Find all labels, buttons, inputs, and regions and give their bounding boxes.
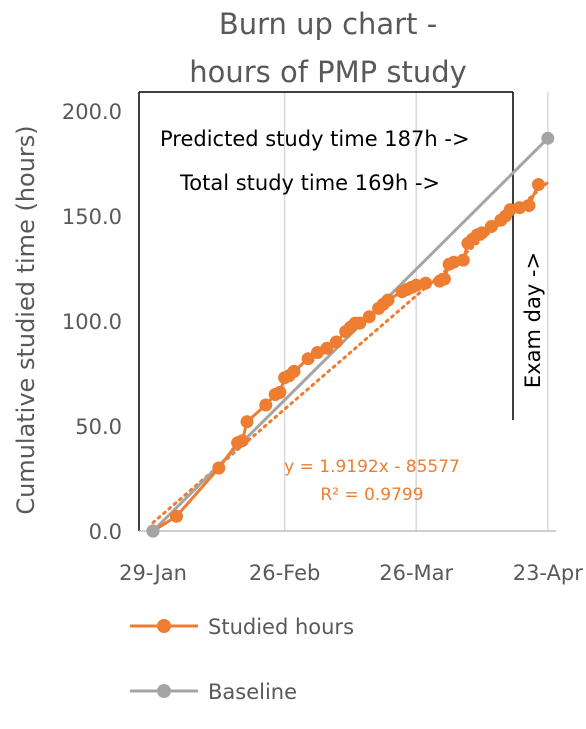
x-tick-label-1: 26-Feb — [249, 561, 320, 585]
studied-hours-point-2 — [212, 461, 226, 475]
trendline-r-squared: R² = 0.9799 — [320, 485, 423, 505]
x-tick-labels: 29-Jan 26-Feb 26-Mar 23-Apr — [119, 561, 583, 585]
studied-hours-point-20 — [362, 310, 376, 324]
y-tick-label-1: 50.0 — [75, 415, 122, 439]
exam-day-annotation: Exam day -> — [521, 252, 545, 388]
y-tick-label-4: 200.0 — [62, 100, 122, 124]
y-tick-labels: 0.0 50.0 100.0 150.0 200.0 — [62, 100, 122, 544]
total-annotation: Total study time 169h -> — [179, 171, 440, 195]
studied-hours-point-38 — [484, 220, 498, 233]
studied-hours-point-28 — [419, 276, 433, 290]
studied-hours-point-1 — [170, 509, 183, 523]
chart-title-line-1: Burn up chart - — [219, 7, 437, 41]
legend-marker-baseline — [157, 684, 171, 698]
studied-hours-point-11 — [287, 364, 301, 378]
studied-hours-point-4 — [235, 434, 249, 448]
legend-marker-studied-hours — [157, 619, 171, 633]
start-point-overlap — [146, 524, 160, 538]
y-tick-label-0: 0.0 — [89, 520, 122, 544]
trendline-equation: y = 1.9192x - 85577 — [284, 457, 460, 477]
x-tick-label-2: 26-Mar — [379, 561, 453, 585]
y-tick-label-3: 150.0 — [62, 205, 122, 229]
studied-hours-point-43 — [522, 199, 536, 212]
studied-hours-point-12 — [301, 352, 315, 366]
studied-hours-point-37 — [475, 226, 489, 240]
legend: Studied hours Baseline — [130, 615, 354, 704]
studied-hours-point-44 — [531, 178, 545, 191]
studied-hours-point-23 — [381, 293, 395, 307]
studied-hours-point-6 — [259, 398, 273, 412]
baseline-point-1 — [541, 131, 555, 145]
chart-title-line-2: hours of PMP study — [189, 55, 467, 89]
vertical-gridlines — [283, 92, 549, 531]
studied-hours-point-5 — [240, 415, 254, 429]
studied-hours-point-30 — [437, 272, 451, 286]
studied-hours-point-19 — [353, 316, 367, 330]
predicted-annotation: Predicted study time 187h -> — [160, 127, 470, 151]
y-tick-label-2: 100.0 — [62, 310, 122, 334]
studied-hours-point-33 — [456, 253, 470, 267]
legend-label-studied-hours: Studied hours — [208, 615, 354, 639]
series-studied-hours — [146, 178, 545, 538]
y-axis-label: Cumulative studied time (hours) — [12, 125, 40, 514]
x-tick-label-3: 23-Apr — [513, 561, 584, 585]
studied-hours-point-8 — [273, 385, 287, 399]
legend-label-baseline: Baseline — [208, 680, 297, 704]
studied-hours-point-15 — [329, 335, 343, 349]
x-tick-label-0: 29-Jan — [119, 561, 187, 585]
studied-hours-point-14 — [320, 341, 334, 355]
